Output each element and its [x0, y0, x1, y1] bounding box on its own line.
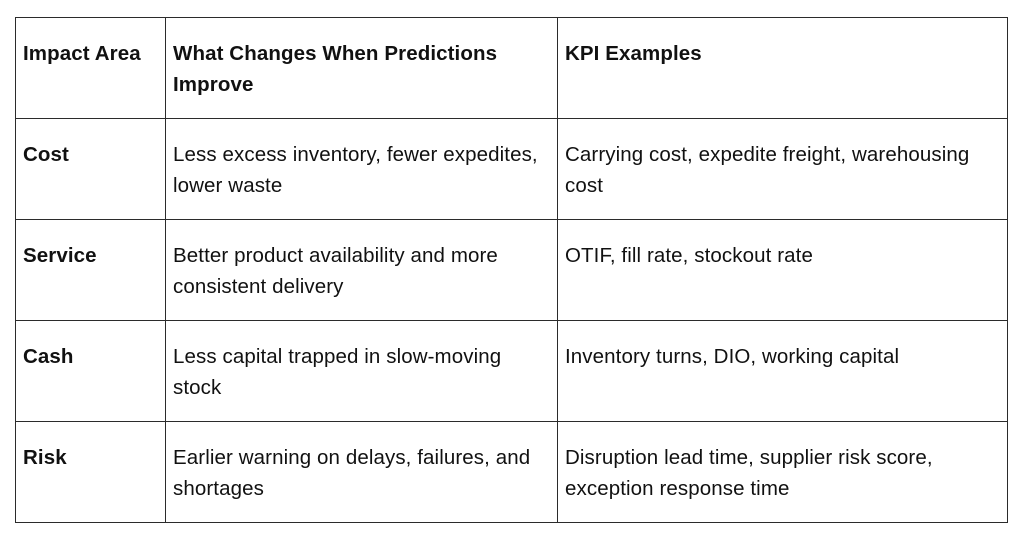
table-row: Risk Earlier warning on delays, failures… — [15, 421, 1008, 523]
table-header-row: Impact Area What Changes When Prediction… — [15, 17, 1008, 119]
kpi-cell: Disruption lead time, supplier risk scor… — [557, 421, 1008, 523]
header-impact-area: Impact Area — [15, 17, 166, 119]
impact-area-cell: Risk — [15, 421, 166, 523]
change-cell: Better product availability and more con… — [165, 219, 558, 321]
header-kpi-examples: KPI Examples — [557, 17, 1008, 119]
table-row: Cost Less excess inventory, fewer expedi… — [15, 118, 1008, 220]
kpi-cell: Inventory turns, DIO, working capital — [557, 320, 1008, 422]
impact-kpi-table: Impact Area What Changes When Prediction… — [15, 17, 1008, 523]
table-row: Service Better product availability and … — [15, 219, 1008, 321]
impact-area-cell: Cost — [15, 118, 166, 220]
impact-area-cell: Cash — [15, 320, 166, 422]
change-cell: Less excess inventory, fewer expedites, … — [165, 118, 558, 220]
kpi-cell: Carrying cost, expedite freight, warehou… — [557, 118, 1008, 220]
change-cell: Less capital trapped in slow-moving stoc… — [165, 320, 558, 422]
change-cell: Earlier warning on delays, failures, and… — [165, 421, 558, 523]
table-row: Cash Less capital trapped in slow-moving… — [15, 320, 1008, 422]
kpi-cell: OTIF, fill rate, stockout rate — [557, 219, 1008, 321]
impact-area-cell: Service — [15, 219, 166, 321]
header-what-changes: What Changes When Predictions Improve — [165, 17, 558, 119]
